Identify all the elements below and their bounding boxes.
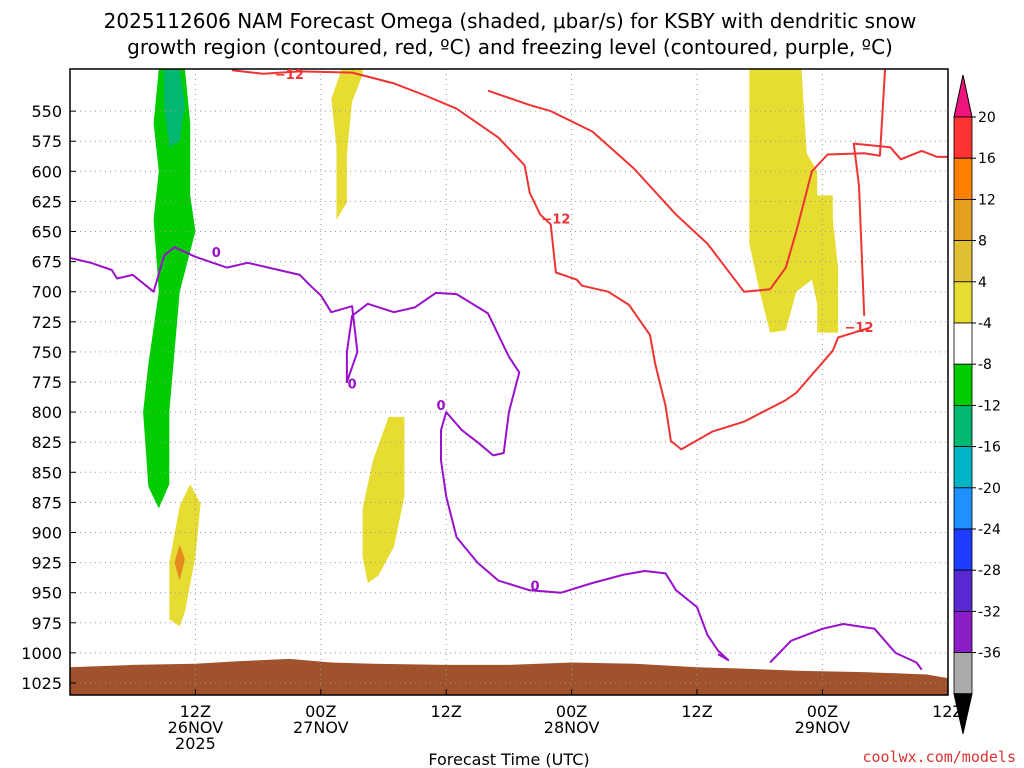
colorbar-label-1: 16 bbox=[978, 151, 996, 167]
y-tick-800: 800 bbox=[31, 403, 62, 422]
contour-0-seg-2 bbox=[958, 69, 969, 73]
colorbar-top-arrow bbox=[953, 74, 973, 118]
colorbar-bottom-arrow bbox=[953, 693, 973, 734]
contour-label-1: −12 bbox=[541, 213, 570, 228]
colorbar: 20 16 12 8 4 -4 -8 -12 -16 -20 -24 -28 -32 -36 bbox=[953, 74, 1001, 734]
contour-label-4: 0 bbox=[348, 377, 357, 392]
colorbar-swatch-10 bbox=[953, 528, 973, 571]
x-tick-label-66-0: 00Z bbox=[807, 702, 838, 721]
contour-label-5: 0 bbox=[436, 399, 445, 414]
y-tick-1000: 1000 bbox=[21, 644, 62, 663]
colorbar-swatch-8 bbox=[953, 446, 973, 489]
colorbar-label-4: 4 bbox=[978, 275, 987, 291]
contour-lines bbox=[70, 69, 969, 671]
contour-label-6: 0 bbox=[530, 580, 539, 595]
y-tick-975: 975 bbox=[31, 614, 62, 633]
colorbar-swatch-5 bbox=[953, 322, 973, 365]
contour-0-seg-3 bbox=[487, 89, 771, 293]
x-tick-label-18-1: 27NOV bbox=[293, 718, 349, 737]
contour-1-seg-1 bbox=[769, 623, 923, 671]
y-tick-625: 625 bbox=[31, 192, 62, 211]
colorbar-swatch-0 bbox=[953, 116, 973, 159]
x-axis-label: Forecast Time (UTC) bbox=[428, 750, 589, 768]
plot-frame bbox=[69, 68, 949, 696]
colorbar-swatch-7 bbox=[953, 404, 973, 447]
x-tick-label-42-0: 00Z bbox=[556, 702, 587, 721]
y-axis: 550 575 600 625 650 675 700 725 750 775 800 825 850 8… bbox=[21, 102, 76, 693]
omega-region-3 bbox=[749, 69, 839, 333]
x-tick-label-42-1: 28NOV bbox=[544, 718, 600, 737]
x-tick-label-18-0: 00Z bbox=[305, 702, 336, 721]
colorbar-label-13: -36 bbox=[978, 646, 1001, 662]
colorbar-swatch-4 bbox=[953, 281, 973, 324]
y-tick-925: 925 bbox=[31, 554, 62, 573]
colorbar-label-11: -28 bbox=[978, 563, 1001, 579]
y-tick-575: 575 bbox=[31, 132, 62, 151]
y-tick-875: 875 bbox=[31, 493, 62, 512]
x-tick-label-30-0: 12Z bbox=[431, 702, 462, 721]
colorbar-label-10: -24 bbox=[978, 522, 1001, 538]
colorbar-swatch-2 bbox=[953, 198, 973, 241]
omega-region-5 bbox=[143, 69, 196, 509]
y-tick-700: 700 bbox=[31, 283, 62, 302]
colorbar-swatch-6 bbox=[953, 363, 973, 406]
terrain-fill bbox=[70, 658, 948, 695]
chart-title-line2: growth region (contoured, red, ºC) and f… bbox=[127, 35, 893, 59]
colorbar-label-5: -4 bbox=[978, 316, 992, 332]
contour-label-3: 0 bbox=[212, 246, 221, 261]
y-tick-850: 850 bbox=[31, 463, 62, 482]
contour-1-seg-0 bbox=[70, 246, 730, 662]
y-tick-675: 675 bbox=[31, 253, 62, 272]
y-tick-950: 950 bbox=[31, 584, 62, 603]
contour-0-seg-4 bbox=[769, 69, 887, 290]
y-tick-725: 725 bbox=[31, 313, 62, 332]
y-tick-825: 825 bbox=[31, 433, 62, 452]
y-tick-600: 600 bbox=[31, 162, 62, 181]
y-tick-650: 650 bbox=[31, 223, 62, 242]
credit-text: coolwx.com/models bbox=[862, 748, 1016, 766]
y-tick-900: 900 bbox=[31, 524, 62, 543]
colorbar-swatch-11 bbox=[953, 569, 973, 612]
contour-0-seg-1 bbox=[852, 142, 948, 316]
colorbar-swatch-3 bbox=[953, 240, 973, 283]
y-tick-775: 775 bbox=[31, 373, 62, 392]
colorbar-label-2: 12 bbox=[978, 192, 996, 208]
y-tick-550: 550 bbox=[31, 102, 62, 121]
colorbar-label-7: -12 bbox=[978, 398, 1001, 414]
colorbar-swatch-1 bbox=[953, 157, 973, 200]
contour-label-0: −12 bbox=[275, 68, 304, 83]
chart-title-line1: 2025112606 NAM Forecast Omega (shaded, μ… bbox=[104, 9, 917, 33]
contour-label-2: −12 bbox=[845, 321, 874, 336]
omega-region-2 bbox=[362, 416, 405, 583]
grid-lines bbox=[70, 69, 949, 695]
colorbar-label-9: -20 bbox=[978, 481, 1001, 497]
colorbar-swatch-13 bbox=[953, 652, 973, 695]
x-tick-label-66-1: 29NOV bbox=[795, 718, 851, 737]
colorbar-swatch-12 bbox=[953, 611, 973, 654]
y-tick-750: 750 bbox=[31, 343, 62, 362]
x-tick-label-54-0: 12Z bbox=[681, 702, 712, 721]
colorbar-label-12: -32 bbox=[978, 604, 1001, 620]
omega-shading bbox=[143, 69, 948, 627]
y-tick-1025: 1025 bbox=[21, 674, 62, 693]
contour-0-seg-0 bbox=[231, 69, 870, 451]
omega-region-1 bbox=[331, 69, 363, 220]
colorbar-label-8: -16 bbox=[978, 440, 1001, 456]
omega-region-6 bbox=[164, 69, 185, 148]
x-tick-label-6-1: 26NOV bbox=[168, 718, 224, 737]
colorbar-label-6: -8 bbox=[978, 357, 992, 373]
colorbar-label-3: 8 bbox=[978, 234, 987, 250]
x-tick-label-78-0: 12Z bbox=[932, 702, 963, 721]
x-tick-label-6-2: 2025 bbox=[175, 734, 216, 753]
colorbar-label-0: 20 bbox=[978, 110, 996, 126]
terrain-layer bbox=[70, 658, 948, 695]
omega-region-0 bbox=[169, 484, 201, 627]
x-tick-label-6-0: 12Z bbox=[180, 702, 211, 721]
omega-region-7 bbox=[174, 544, 185, 581]
colorbar-swatch-9 bbox=[953, 487, 973, 530]
